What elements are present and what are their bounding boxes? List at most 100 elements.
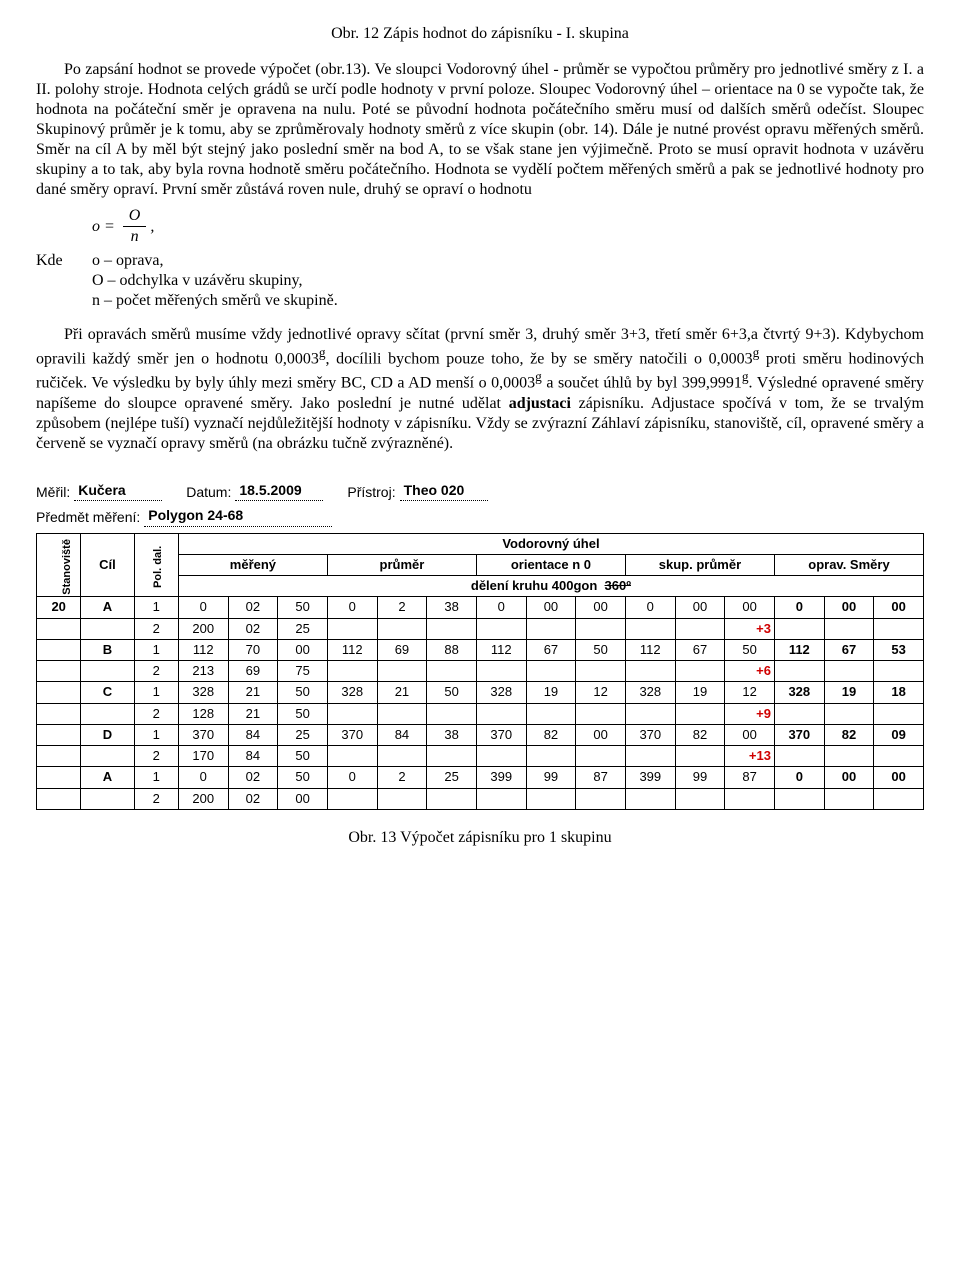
table-cell [526, 788, 576, 809]
formula-fraction: O n [123, 206, 147, 247]
table-cell [81, 618, 134, 639]
table-cell [625, 618, 675, 639]
table-cell [37, 724, 81, 745]
table-cell: 0 [476, 597, 526, 618]
table-cell: 0 [774, 597, 824, 618]
th-prumer: průměr [327, 554, 476, 575]
table-cell: 21 [377, 682, 427, 703]
table-cell [377, 661, 427, 682]
table-cell [725, 788, 775, 809]
table-cell: 328 [625, 682, 675, 703]
table-cell [675, 618, 725, 639]
table-cell: 0 [178, 597, 228, 618]
table-cell [377, 788, 427, 809]
table-cell: 1 [134, 639, 178, 660]
table-cell: 12 [725, 682, 775, 703]
table-cell: 82 [675, 724, 725, 745]
table-cell [327, 788, 377, 809]
table-cell: 02 [228, 767, 278, 788]
table-cell: 328 [178, 682, 228, 703]
table-cell [37, 618, 81, 639]
table-cell: 53 [874, 639, 924, 660]
table-cell [37, 661, 81, 682]
table-cell [675, 788, 725, 809]
table-cell [427, 618, 477, 639]
table-cell [476, 703, 526, 724]
table-cell: 0 [327, 597, 377, 618]
table-cell: 00 [824, 767, 874, 788]
table-cell: 88 [427, 639, 477, 660]
table-cell: 99 [675, 767, 725, 788]
table-row: A10025002253999987399998700000 [37, 767, 924, 788]
formula-den: n [123, 227, 147, 247]
table-row: 22136975+6 [37, 661, 924, 682]
table-cell [81, 661, 134, 682]
table-cell: 370 [625, 724, 675, 745]
formula-tail: , [150, 217, 154, 237]
table-cell [874, 703, 924, 724]
table-cell: 0 [327, 767, 377, 788]
table-cell: 50 [278, 767, 328, 788]
table-cell [774, 618, 824, 639]
paragraph-2: Při opravách směrů musíme vždy jednotliv… [36, 325, 924, 454]
table-cell: 50 [278, 682, 328, 703]
th-pol-dal-text: Pol. dal. [152, 545, 166, 587]
th-skup-prumer: skup. průměr [625, 554, 774, 575]
table-cell: 19 [675, 682, 725, 703]
th-deleni-b: 360º [605, 578, 631, 593]
table-cell [675, 661, 725, 682]
table-cell: 02 [228, 788, 278, 809]
table-cell: 213 [178, 661, 228, 682]
table-cell: 1 [134, 767, 178, 788]
table-cell [774, 661, 824, 682]
hdr-predmet-value: Polygon 24-68 [144, 507, 332, 527]
table-cell: 00 [725, 724, 775, 745]
table-cell: 21 [228, 703, 278, 724]
table-cell [377, 703, 427, 724]
hdr-datum-label: Datum: [186, 484, 231, 502]
table-cell: 50 [278, 597, 328, 618]
th-stanoviste: Stanoviště [37, 533, 81, 597]
formula-num: O [123, 206, 147, 227]
p2-d: a součet úhlů by byl 399,9991 [542, 375, 742, 392]
table-cell [576, 703, 626, 724]
table-cell [327, 703, 377, 724]
table-cell [774, 788, 824, 809]
table-cell [625, 661, 675, 682]
th-orientace: orientace n 0 [476, 554, 625, 575]
table-cell [427, 703, 477, 724]
table-cell [37, 767, 81, 788]
table-cell: 1 [134, 682, 178, 703]
table-cell [824, 746, 874, 767]
hdr-meril-value: Kučera [74, 482, 162, 502]
hdr-pristroj-value: Theo 020 [400, 482, 488, 502]
table-cell [81, 703, 134, 724]
table-cell [427, 661, 477, 682]
table-cell: 370 [476, 724, 526, 745]
table-cell: C [81, 682, 134, 703]
table-cell [774, 703, 824, 724]
table-cell [576, 746, 626, 767]
th-deleni-a: 400gon [552, 578, 598, 593]
hdr-predmet-label: Předmět měření: [36, 509, 140, 527]
p2-bold: adjustaci [509, 395, 571, 412]
table-cell [774, 746, 824, 767]
table-cell: 00 [874, 767, 924, 788]
def-o: o – oprava, [92, 251, 164, 271]
table-cell: 99 [526, 767, 576, 788]
th-vodorovny-uhel: Vodorovný úhel [178, 533, 923, 554]
table-cell: 38 [427, 724, 477, 745]
table-cell: 18 [874, 682, 924, 703]
table-cell: 02 [228, 597, 278, 618]
table-cell [526, 703, 576, 724]
table-cell: 328 [774, 682, 824, 703]
table-cell [377, 746, 427, 767]
table-cell: 38 [427, 597, 477, 618]
table-cell: 399 [476, 767, 526, 788]
table-cell: 00 [576, 724, 626, 745]
table-cell: 50 [725, 639, 775, 660]
table-cell: 50 [278, 746, 328, 767]
p2-b: , docílili bychom pouze toho, že by se s… [326, 350, 753, 367]
table-cell: 70 [228, 639, 278, 660]
table-cell: 00 [278, 788, 328, 809]
